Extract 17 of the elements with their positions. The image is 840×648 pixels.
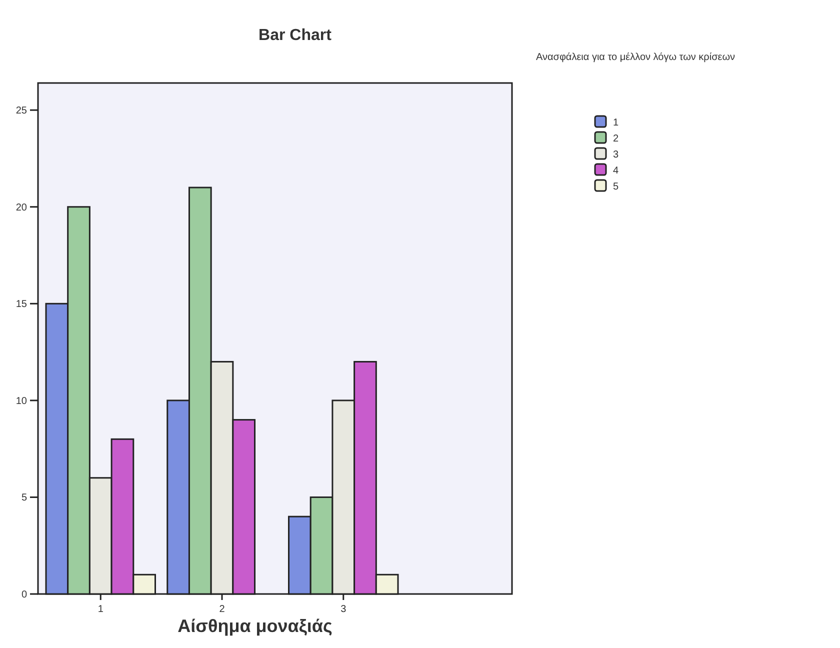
- legend-label: 5: [613, 182, 619, 192]
- y-tick-label: 20: [16, 202, 28, 214]
- chart-title: Bar Chart: [258, 27, 332, 44]
- y-tick-label: 5: [21, 492, 28, 504]
- y-tick-label: 0: [21, 590, 28, 600]
- y-tick-label: 10: [16, 396, 28, 407]
- x-tick-label: 2: [219, 604, 226, 615]
- y-tick-label: 25: [16, 106, 28, 117]
- legend-label: 4: [613, 166, 619, 176]
- legend-label: 3: [613, 150, 619, 160]
- legend-label: 1: [613, 118, 619, 128]
- x-axis-title: Αίσθημα μοναξιάς: [178, 616, 332, 636]
- x-tick-label: 3: [340, 604, 347, 615]
- x-tick-label: 1: [98, 604, 104, 615]
- legend-label: 2: [613, 134, 619, 144]
- legend-title: Ανασφάλεια για το μέλλον λόγω των κρίσεων: [536, 52, 736, 63]
- y-tick-label: 15: [16, 299, 28, 310]
